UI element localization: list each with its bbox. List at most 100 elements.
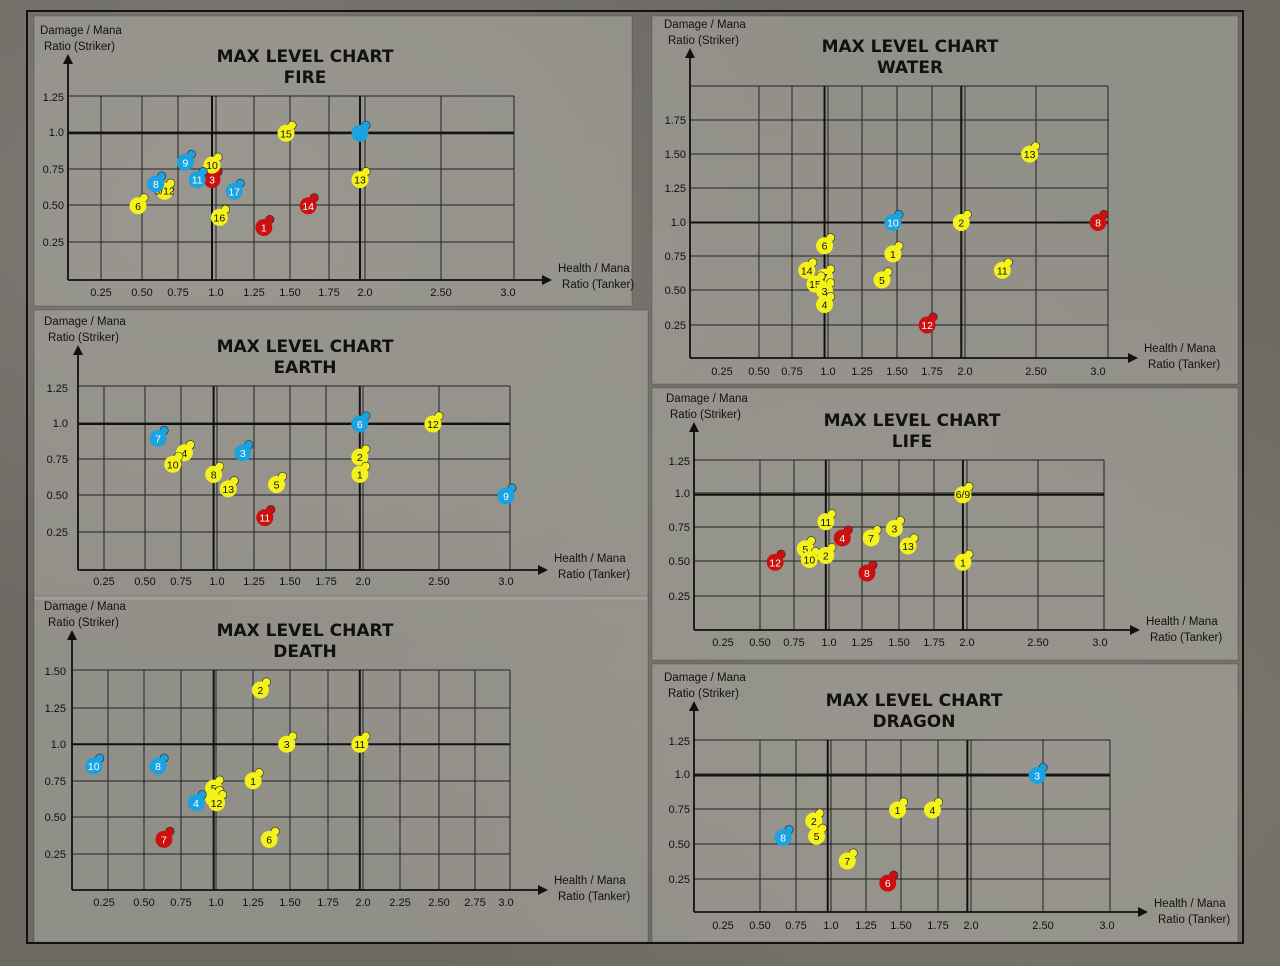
chart-panel: [33, 309, 649, 601]
point-marker: [129, 197, 147, 215]
point-label: 8: [155, 761, 161, 773]
point-label: 8: [780, 833, 786, 845]
point-label: 14: [801, 265, 813, 277]
point-label: 15: [280, 128, 292, 140]
point-marker: [255, 219, 273, 236]
point-label: 11: [997, 265, 1008, 277]
chart-title: MAX LEVEL CHART: [822, 37, 999, 57]
x-axis-label: Health / Mana: [558, 263, 630, 275]
x-tick-label: 1.50: [888, 637, 909, 649]
x-tick-label: 0.25: [712, 920, 733, 932]
point-marker: [299, 197, 317, 215]
data-point: 9: [176, 149, 196, 171]
x-axis-label: Ratio (Tanker): [562, 279, 634, 291]
data-point: 15: [806, 271, 826, 293]
y-axis-arrow: [689, 701, 699, 711]
x-tick-label: 0.50: [131, 287, 152, 299]
point-label: 2: [257, 685, 263, 697]
x-tick-label: 2.0: [355, 897, 370, 909]
point-marker: [188, 171, 206, 189]
x-axis-arrow: [1128, 353, 1138, 363]
point-label: 12: [427, 419, 439, 431]
point-label: 4: [839, 533, 845, 545]
data-point: 5: [267, 471, 287, 493]
point-marker: [351, 735, 369, 753]
y-axis-arrow: [685, 48, 695, 58]
chart-title: MAX LEVEL CHART: [217, 337, 394, 357]
chart-panel: [33, 15, 633, 307]
x-tick-label: 0.75: [170, 576, 191, 588]
point-marker: [884, 245, 902, 263]
point-label: 6: [822, 241, 828, 253]
data-point: 10: [203, 152, 223, 174]
x-axis-arrow: [538, 885, 548, 895]
y-tick-label: 1.0: [49, 127, 64, 139]
x-axis-label: Health / Mana: [554, 875, 626, 887]
point-marker: [497, 487, 515, 505]
y-tick-label: 1.50: [45, 666, 66, 678]
point-marker: [155, 830, 173, 848]
data-point: 4: [923, 797, 943, 819]
y-tick-label: 1.50: [665, 149, 686, 161]
point-label: 12: [769, 557, 781, 569]
point-marker: [210, 208, 228, 226]
point-label: 1: [357, 469, 363, 481]
outer-frame: [26, 10, 1244, 944]
point-marker: [766, 553, 784, 571]
point-label: 17: [228, 186, 240, 198]
y-tick-label: 1.0: [675, 488, 690, 500]
chart-title: MAX LEVEL CHART: [217, 621, 394, 641]
point-marker: [805, 812, 823, 830]
x-tick-label: 2.0: [355, 576, 370, 588]
point-label: 8: [864, 568, 870, 580]
y-tick-label: 1.0: [675, 769, 690, 781]
x-tick-label: 1.75: [921, 366, 942, 378]
chart-title: DRAGON: [873, 712, 956, 732]
y-axis-arrow: [73, 345, 83, 355]
point-marker: [277, 124, 295, 142]
y-tick-label: 1.25: [669, 456, 690, 468]
point-marker: [954, 486, 972, 504]
x-axis-label: Health / Mana: [1144, 343, 1216, 355]
y-axis-label: Damage / Mana: [40, 25, 122, 37]
y-tick-label: 1.25: [43, 92, 64, 104]
y-tick-label: 0.75: [669, 804, 690, 816]
x-tick-label: 0.75: [170, 897, 191, 909]
data-point: 7: [155, 826, 175, 848]
x-tick-label: 1.50: [279, 576, 300, 588]
y-tick-label: 0.50: [669, 839, 690, 851]
point-label: 5: [802, 544, 808, 556]
y-axis-label: Ratio (Striker): [48, 617, 119, 629]
data-point: 6: [816, 233, 836, 255]
data-point: [351, 120, 371, 142]
point-label: 4: [822, 300, 828, 312]
y-axis-label: Damage / Mana: [666, 393, 748, 405]
point-marker: [889, 801, 907, 819]
point-marker: [244, 772, 262, 790]
y-tick-label: 0.50: [43, 200, 64, 212]
chart-title: LIFE: [892, 432, 932, 452]
x-tick-label: 1.25: [243, 576, 264, 588]
data-point: 13: [219, 476, 239, 498]
point-marker: [993, 261, 1011, 279]
x-tick-label: 1.0: [821, 637, 836, 649]
x-tick-label: 2.0: [357, 287, 372, 299]
y-tick-label: 0.75: [45, 776, 66, 788]
x-tick-label: 1.0: [820, 366, 835, 378]
x-tick-label: 1.25: [242, 897, 263, 909]
x-tick-label: 0.75: [783, 637, 804, 649]
point-label: 9: [182, 157, 188, 169]
point-marker: [798, 261, 816, 279]
point-label: 11: [192, 175, 203, 187]
x-tick-label: 0.50: [748, 366, 769, 378]
point-label: 2: [811, 816, 817, 828]
point-label: 8: [1095, 218, 1101, 230]
data-point: 14: [299, 193, 319, 215]
y-tick-label: 0.50: [45, 812, 66, 824]
data-point: 2: [817, 542, 837, 564]
point-marker: [164, 455, 182, 473]
y-axis-label: Ratio (Striker): [48, 332, 119, 344]
